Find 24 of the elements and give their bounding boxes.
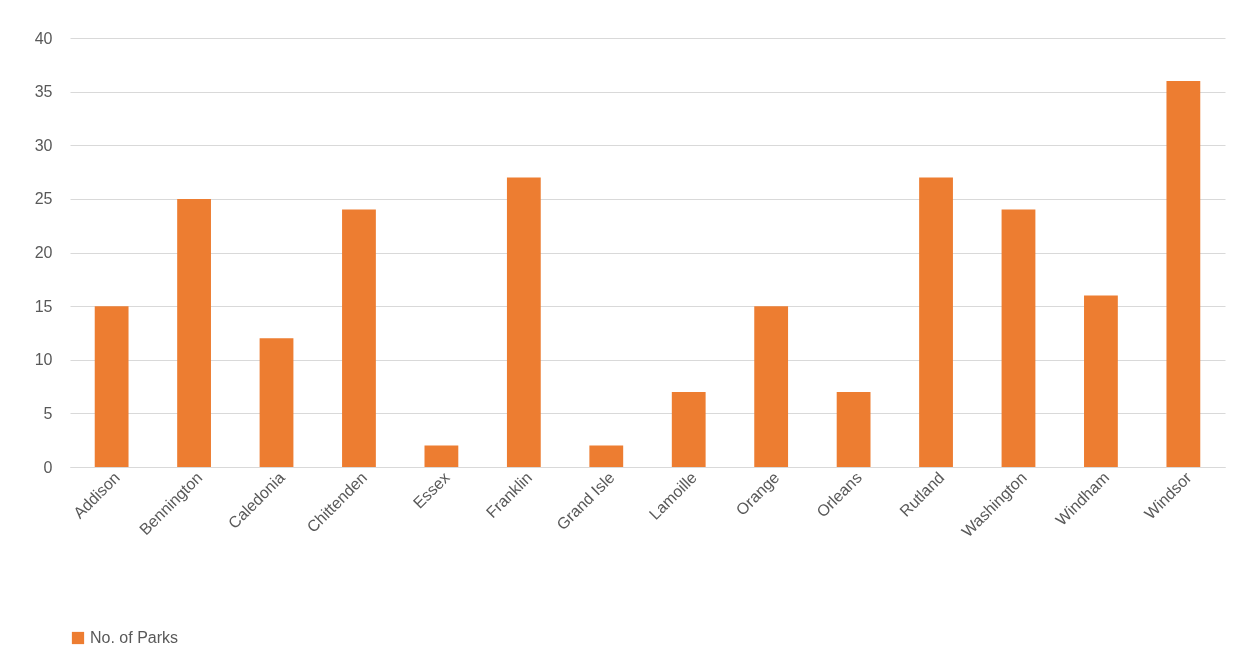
bar (1084, 295, 1118, 467)
y-tick-label: 35 (34, 83, 53, 101)
bar (1166, 80, 1201, 467)
bar (506, 177, 541, 467)
y-tick-label: 10 (34, 351, 53, 369)
bar (754, 306, 789, 467)
y-tick-label: 20 (34, 244, 53, 261)
bar (919, 177, 953, 467)
y-tick-label: 15 (34, 297, 53, 315)
bar (671, 391, 706, 467)
y-tick-label: 30 (34, 136, 53, 154)
bar (1001, 209, 1036, 467)
y-tick-label: 25 (34, 190, 53, 208)
bar (177, 198, 211, 467)
y-tick-label: 40 (34, 29, 53, 47)
legend-label: No. of Parks (90, 629, 179, 646)
y-tick-label: 5 (43, 404, 53, 422)
y-tick-label: 0 (43, 458, 53, 476)
bar (342, 209, 376, 467)
bar (259, 338, 294, 467)
bar (424, 445, 459, 467)
bar (589, 445, 624, 467)
bar (836, 391, 871, 467)
bar (94, 306, 129, 467)
